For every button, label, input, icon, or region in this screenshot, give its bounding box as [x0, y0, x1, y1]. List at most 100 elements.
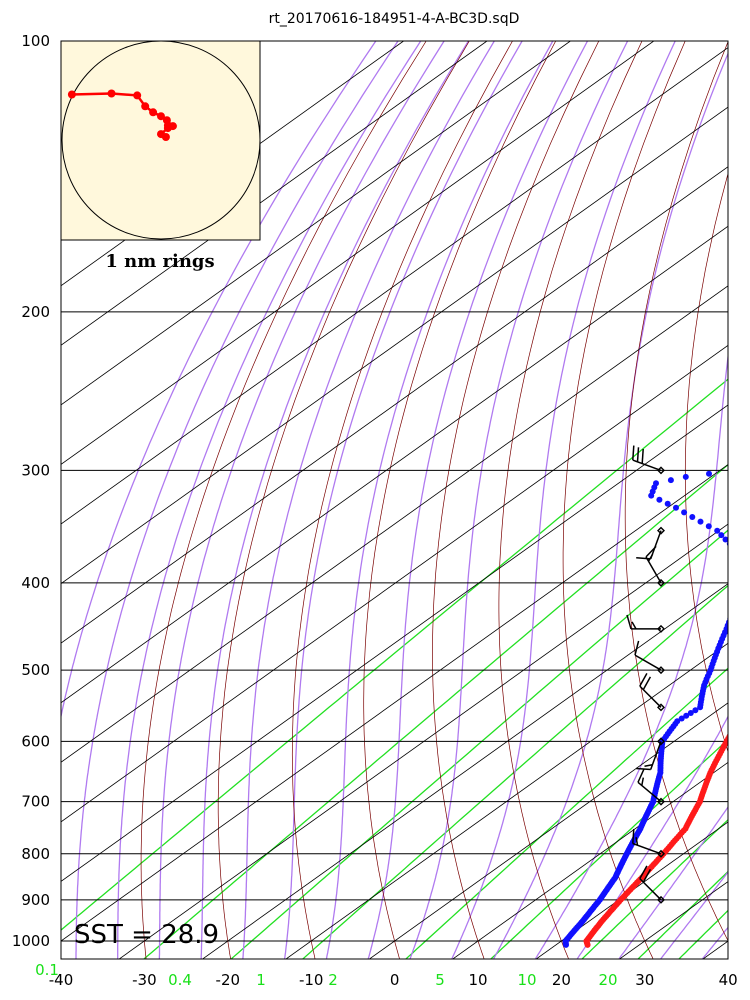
isotherm	[61, 404, 728, 882]
wind-barb-flag	[641, 448, 644, 464]
dry-adiabat	[217, 41, 470, 959]
isotherm	[61, 285, 728, 763]
isotherm	[61, 41, 571, 406]
pressure-tick-label: 700	[21, 793, 50, 811]
mixing-ratio-labels: 0.1 0.4 1 2 5 10 20	[35, 961, 617, 989]
wind-barb	[632, 828, 665, 858]
wind-barb-flag	[641, 777, 645, 786]
wind-barb	[626, 614, 665, 633]
dry-adiabat	[684, 172, 728, 753]
dewpoint-trace	[562, 470, 747, 948]
mixing-ratio-label: 0.4	[168, 971, 192, 989]
hodograph-trace	[67, 89, 178, 141]
dewpoint-point	[736, 595, 742, 601]
wind-barb-flag	[639, 865, 648, 879]
dewpoint-point	[697, 518, 704, 525]
mixing-ratio-label: 1	[256, 971, 266, 989]
mixing-ratio-lines	[61, 378, 728, 959]
dewpoint-point	[673, 504, 679, 511]
hodograph-point	[162, 116, 171, 125]
isotherm	[61, 47, 728, 525]
temperature-point	[734, 720, 740, 726]
temperature-point	[747, 699, 750, 705]
dewpoint-point	[653, 480, 659, 487]
dewpoint-point	[678, 715, 685, 722]
wind-barb	[639, 673, 665, 712]
isotherm	[61, 41, 655, 465]
pressure-tick-label: 800	[21, 845, 50, 863]
hodograph-point	[149, 108, 158, 117]
wind-barb-flag	[636, 557, 651, 560]
dry-adiabat	[624, 41, 728, 942]
mixing-ratio-line	[581, 818, 728, 959]
pressure-tick-label: 300	[21, 461, 50, 479]
wind-barb-flag	[642, 676, 652, 690]
wind-barb-station	[657, 526, 665, 535]
wind-barb-station	[657, 578, 665, 587]
wind-barb	[639, 865, 665, 904]
hodograph-background	[60, 40, 261, 241]
temperature-point	[732, 723, 738, 729]
pressure-tick-label: 100	[21, 32, 50, 50]
mixing-ratio-label: 10	[517, 971, 536, 989]
wind-barb-staff	[632, 842, 662, 855]
moist-adiabat	[61, 41, 377, 720]
isotherm	[118, 523, 728, 959]
dewpoint-point	[667, 477, 674, 484]
pressure-tick-label: 400	[21, 574, 50, 592]
dewpoint-point	[714, 527, 721, 534]
moist-adiabat	[117, 41, 422, 959]
wind-barb-flag	[637, 768, 645, 783]
hodograph-point	[157, 130, 165, 139]
wind-barb	[632, 445, 665, 475]
dewpoint-point	[681, 509, 688, 516]
isotherm	[201, 583, 728, 959]
pressure-tick-label: 900	[21, 891, 50, 909]
dewpoint-point	[741, 573, 747, 579]
moist-adiabat	[618, 805, 728, 959]
dewpoint-point	[674, 718, 681, 725]
wind-barb-flag	[635, 837, 639, 846]
dewpoint-point	[738, 561, 744, 567]
pressure-tick-label: 500	[21, 661, 50, 679]
temperature-tick-label: 30	[635, 971, 654, 989]
wind-barb-flag	[632, 445, 635, 461]
wind-barb-flag	[636, 447, 640, 462]
isotherm	[61, 166, 728, 644]
mixing-ratio-label: 5	[435, 971, 445, 989]
wind-barb-staff	[649, 741, 662, 770]
wind-barb-flag	[626, 614, 632, 630]
wind-barb	[637, 768, 665, 806]
temperature-point	[745, 702, 750, 708]
temperature-point	[736, 718, 742, 724]
temperature-tick-label: -30	[132, 971, 157, 989]
moist-adiabat	[409, 41, 629, 959]
isobars	[61, 41, 728, 942]
moist-adiabat	[158, 41, 445, 959]
moist-adiabat	[534, 351, 728, 959]
dewpoint-point	[689, 514, 696, 520]
wind-barb-flag	[634, 640, 640, 656]
moist-adiabat	[200, 41, 469, 959]
temperature-point	[729, 728, 735, 734]
temperature-tick-label: -40	[49, 971, 74, 989]
temperature-point	[742, 707, 748, 713]
moist-adiabat	[492, 51, 728, 959]
temperature-tick-label: 10	[468, 971, 487, 989]
temperature-tick-label: 20	[552, 971, 571, 989]
dewpoint-point	[733, 602, 739, 608]
dewpoint-point	[738, 591, 744, 597]
dry-adiabat	[291, 41, 513, 959]
temperature-tick-label: -20	[216, 971, 241, 989]
wind-barb-flag	[647, 553, 654, 562]
isotherm	[61, 106, 728, 585]
hodograph-point	[157, 112, 165, 121]
wind-barb-station	[657, 737, 665, 746]
pressure-tick-label: 1000	[12, 932, 50, 950]
temperature-point	[739, 712, 745, 718]
pressure-tick-label: 600	[21, 732, 50, 750]
mixing-ratio-line	[230, 529, 728, 959]
dewpoint-point	[664, 500, 671, 507]
temperature-point	[731, 726, 737, 732]
dewpoint-point	[736, 549, 742, 555]
